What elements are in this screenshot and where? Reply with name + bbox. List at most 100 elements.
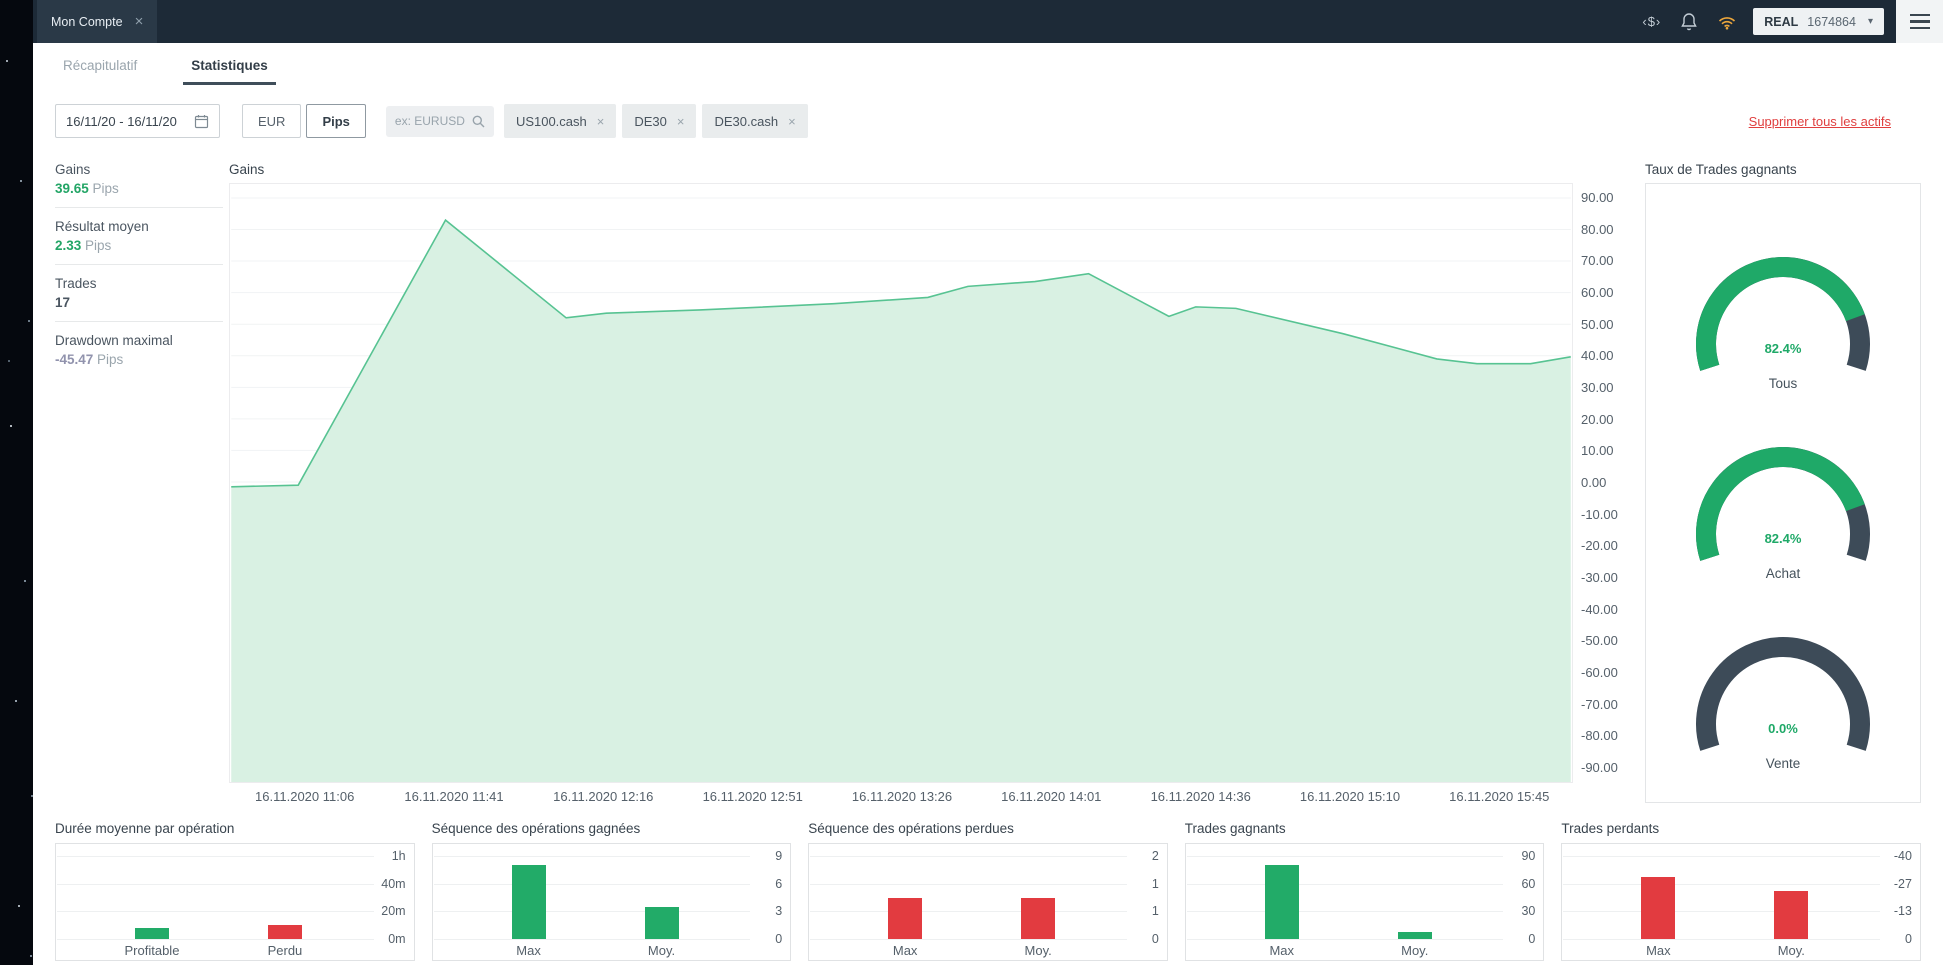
grid-line <box>1186 939 1504 940</box>
win-rate-title: Taux de Trades gagnants <box>1645 162 1797 177</box>
mini-chart-plot: 9 6 3 0 Max Moy. <box>431 843 792 961</box>
stat-label: Drawdown maximal <box>55 333 173 348</box>
gauge-svg <box>1696 637 1870 751</box>
chip-remove-icon[interactable]: × <box>596 113 605 129</box>
y-axis-tick-label: -13 <box>1893 904 1912 919</box>
tab-statistiques[interactable]: Statistiques <box>183 58 276 85</box>
bar <box>644 906 679 939</box>
grid-line <box>1563 939 1880 940</box>
menu-button[interactable] <box>1896 0 1943 43</box>
bar <box>511 865 546 939</box>
win-rate-panel: Taux de Trades gagnants 82.4% Tous 82.4% Ac… <box>1645 162 1921 803</box>
chip-remove-icon[interactable]: × <box>788 113 796 129</box>
pips-button[interactable]: Pips <box>306 104 366 138</box>
y-axis-tick-label: -50.00 <box>1581 633 1618 649</box>
y-axis-tick-label: -60.00 <box>1581 665 1618 680</box>
y-axis-tick-label: 0.00 <box>1581 475 1607 490</box>
x-axis-tick-label: 16.11.2020 11:06 <box>255 789 355 804</box>
gauge-fill <box>1696 447 1865 561</box>
mini-chart-plot: 1h 40m 20m 0m Profitable Perdu <box>55 843 415 961</box>
asset-chip[interactable]: DE30.cash × <box>702 104 808 138</box>
y-axis-tick-label: 90.00 <box>1581 190 1614 205</box>
category-label: Perdu <box>267 943 303 958</box>
gains-chart-plot: 90.00 80.00 70.00 60.00 50.00 40.00 30.00 20.00… <box>229 183 1618 804</box>
gauge-label: Achat <box>1765 566 1801 581</box>
date-range-input[interactable]: 16/11/20 - 16/11/20 <box>55 104 220 138</box>
x-axis-tick-label: 16.11.2020 12:51 <box>702 789 803 804</box>
mini-chart-avg-duration: Durée moyenne par opération 1h 40m 20m 0m Pro… <box>55 821 415 961</box>
search-placeholder: ex: EURUSD <box>394 114 465 128</box>
stat-item: Drawdown maximal -45.47 Pips <box>55 333 223 378</box>
app-window: Mon Compte × ‹$› REAL 167 <box>33 0 1943 965</box>
mini-chart-losing-trades: Trades perdants -40 -27 -13 0 Max Moy. <box>1561 821 1921 961</box>
asset-chip-label: US100.cash <box>515 113 587 129</box>
win-rate-gauges: 82.4% Tous 82.4% Achat 0.0% Vente <box>1645 183 1921 803</box>
grid-line <box>57 883 374 885</box>
account-type-badge: REAL <box>1764 14 1799 29</box>
grid-line <box>810 911 1127 913</box>
y-axis-tick-label: 2 <box>1151 849 1159 863</box>
gains-area <box>231 220 1571 782</box>
y-axis-tick-label: 10.00 <box>1581 443 1614 459</box>
asset-chips: US100.cash × DE30 × DE30.cash × <box>503 104 808 138</box>
gauge-percent: 0.0% <box>1768 721 1798 736</box>
stat-value: 2.33 Pips <box>55 238 112 253</box>
grid-line <box>433 911 751 913</box>
x-axis-tick-label: 16.11.2020 14:01 <box>1001 789 1102 804</box>
y-axis-tick-label: -20.00 <box>1581 538 1618 554</box>
tab-recapitulatif[interactable]: Récapitulatif <box>63 58 138 73</box>
category-label: Moy. <box>647 943 676 958</box>
gains-chart-title: Gains <box>229 162 265 177</box>
notifications-icon[interactable] <box>1681 12 1698 31</box>
hamburger-icon <box>1909 13 1930 17</box>
y-axis-tick-label: 40.00 <box>1581 348 1614 364</box>
tab-close-icon[interactable]: × <box>134 13 144 30</box>
stat-value: 39.65 Pips <box>55 181 119 196</box>
account-selector[interactable]: REAL 1674864 ▾ <box>1753 8 1884 35</box>
asset-search-input[interactable]: ex: EURUSD <box>385 105 494 137</box>
deposit-icon[interactable]: ‹$› <box>1642 14 1662 29</box>
search-icon <box>472 115 485 127</box>
category-label: Max <box>1646 943 1671 958</box>
y-axis-tick-label: 40m <box>381 876 406 891</box>
y-axis-tick-label: -27 <box>1893 876 1912 891</box>
connection-icon[interactable] <box>1717 14 1737 30</box>
account-tab[interactable]: Mon Compte × <box>37 0 158 43</box>
bar <box>267 925 302 939</box>
bar <box>1021 897 1056 939</box>
gauge-percent: 82.4% <box>1764 531 1802 546</box>
y-axis-tick-label: 30 <box>1521 904 1536 919</box>
x-axis-tick-label: 16.11.2020 11:41 <box>404 789 504 804</box>
y-axis-tick-label: 1h <box>391 849 406 863</box>
bell-icon <box>1681 12 1698 30</box>
gauge-arc: 0.0% <box>1688 628 1878 754</box>
mini-chart-title: Séquence des opérations perdues <box>808 821 1014 836</box>
asset-chip[interactable]: DE30 × <box>622 104 697 138</box>
gauge-fill <box>1696 257 1865 371</box>
currency-button[interactable]: EUR <box>242 104 302 138</box>
mini-chart-grid: Profitable Perdu <box>57 844 374 960</box>
asset-chip[interactable]: US100.cash × <box>503 104 617 138</box>
clear-assets-link[interactable]: Supprimer tous les actifs <box>1748 113 1891 129</box>
mini-chart-title: Trades gagnants <box>1184 821 1286 836</box>
y-axis-tick-label: 9 <box>775 849 783 863</box>
y-axis-tick-label: 0 <box>1528 932 1536 946</box>
stat-item: Résultat moyen 2.33 Pips <box>55 219 223 265</box>
mini-chart-grid: Max Moy. <box>433 844 751 960</box>
chip-remove-icon[interactable]: × <box>676 113 685 129</box>
gains-x-axis: 16.11.2020 11:06 16.11.2020 11:41 16.11.20… <box>230 789 1572 807</box>
y-axis-tick-label: -30.00 <box>1581 570 1618 585</box>
gauge-arc: 82.4% <box>1688 438 1878 564</box>
y-axis-tick-label: 60 <box>1521 876 1536 891</box>
topbar: Mon Compte × ‹$› REAL 167 <box>33 0 1943 43</box>
stat-unit: Pips <box>93 352 124 367</box>
gauge-track <box>1696 637 1870 751</box>
stat-label: Gains <box>55 162 91 177</box>
bar <box>1264 865 1299 939</box>
mini-chart-win-sequence: Séquence des opérations gagnées 9 6 3 0 Max Mo… <box>431 821 792 961</box>
grid-line <box>57 911 374 913</box>
y-axis-tick-label: 70.00 <box>1581 253 1614 269</box>
gauge-arc: 82.4% <box>1688 248 1878 374</box>
category-label: Max <box>892 943 918 958</box>
stat-value: 17 <box>55 295 71 310</box>
